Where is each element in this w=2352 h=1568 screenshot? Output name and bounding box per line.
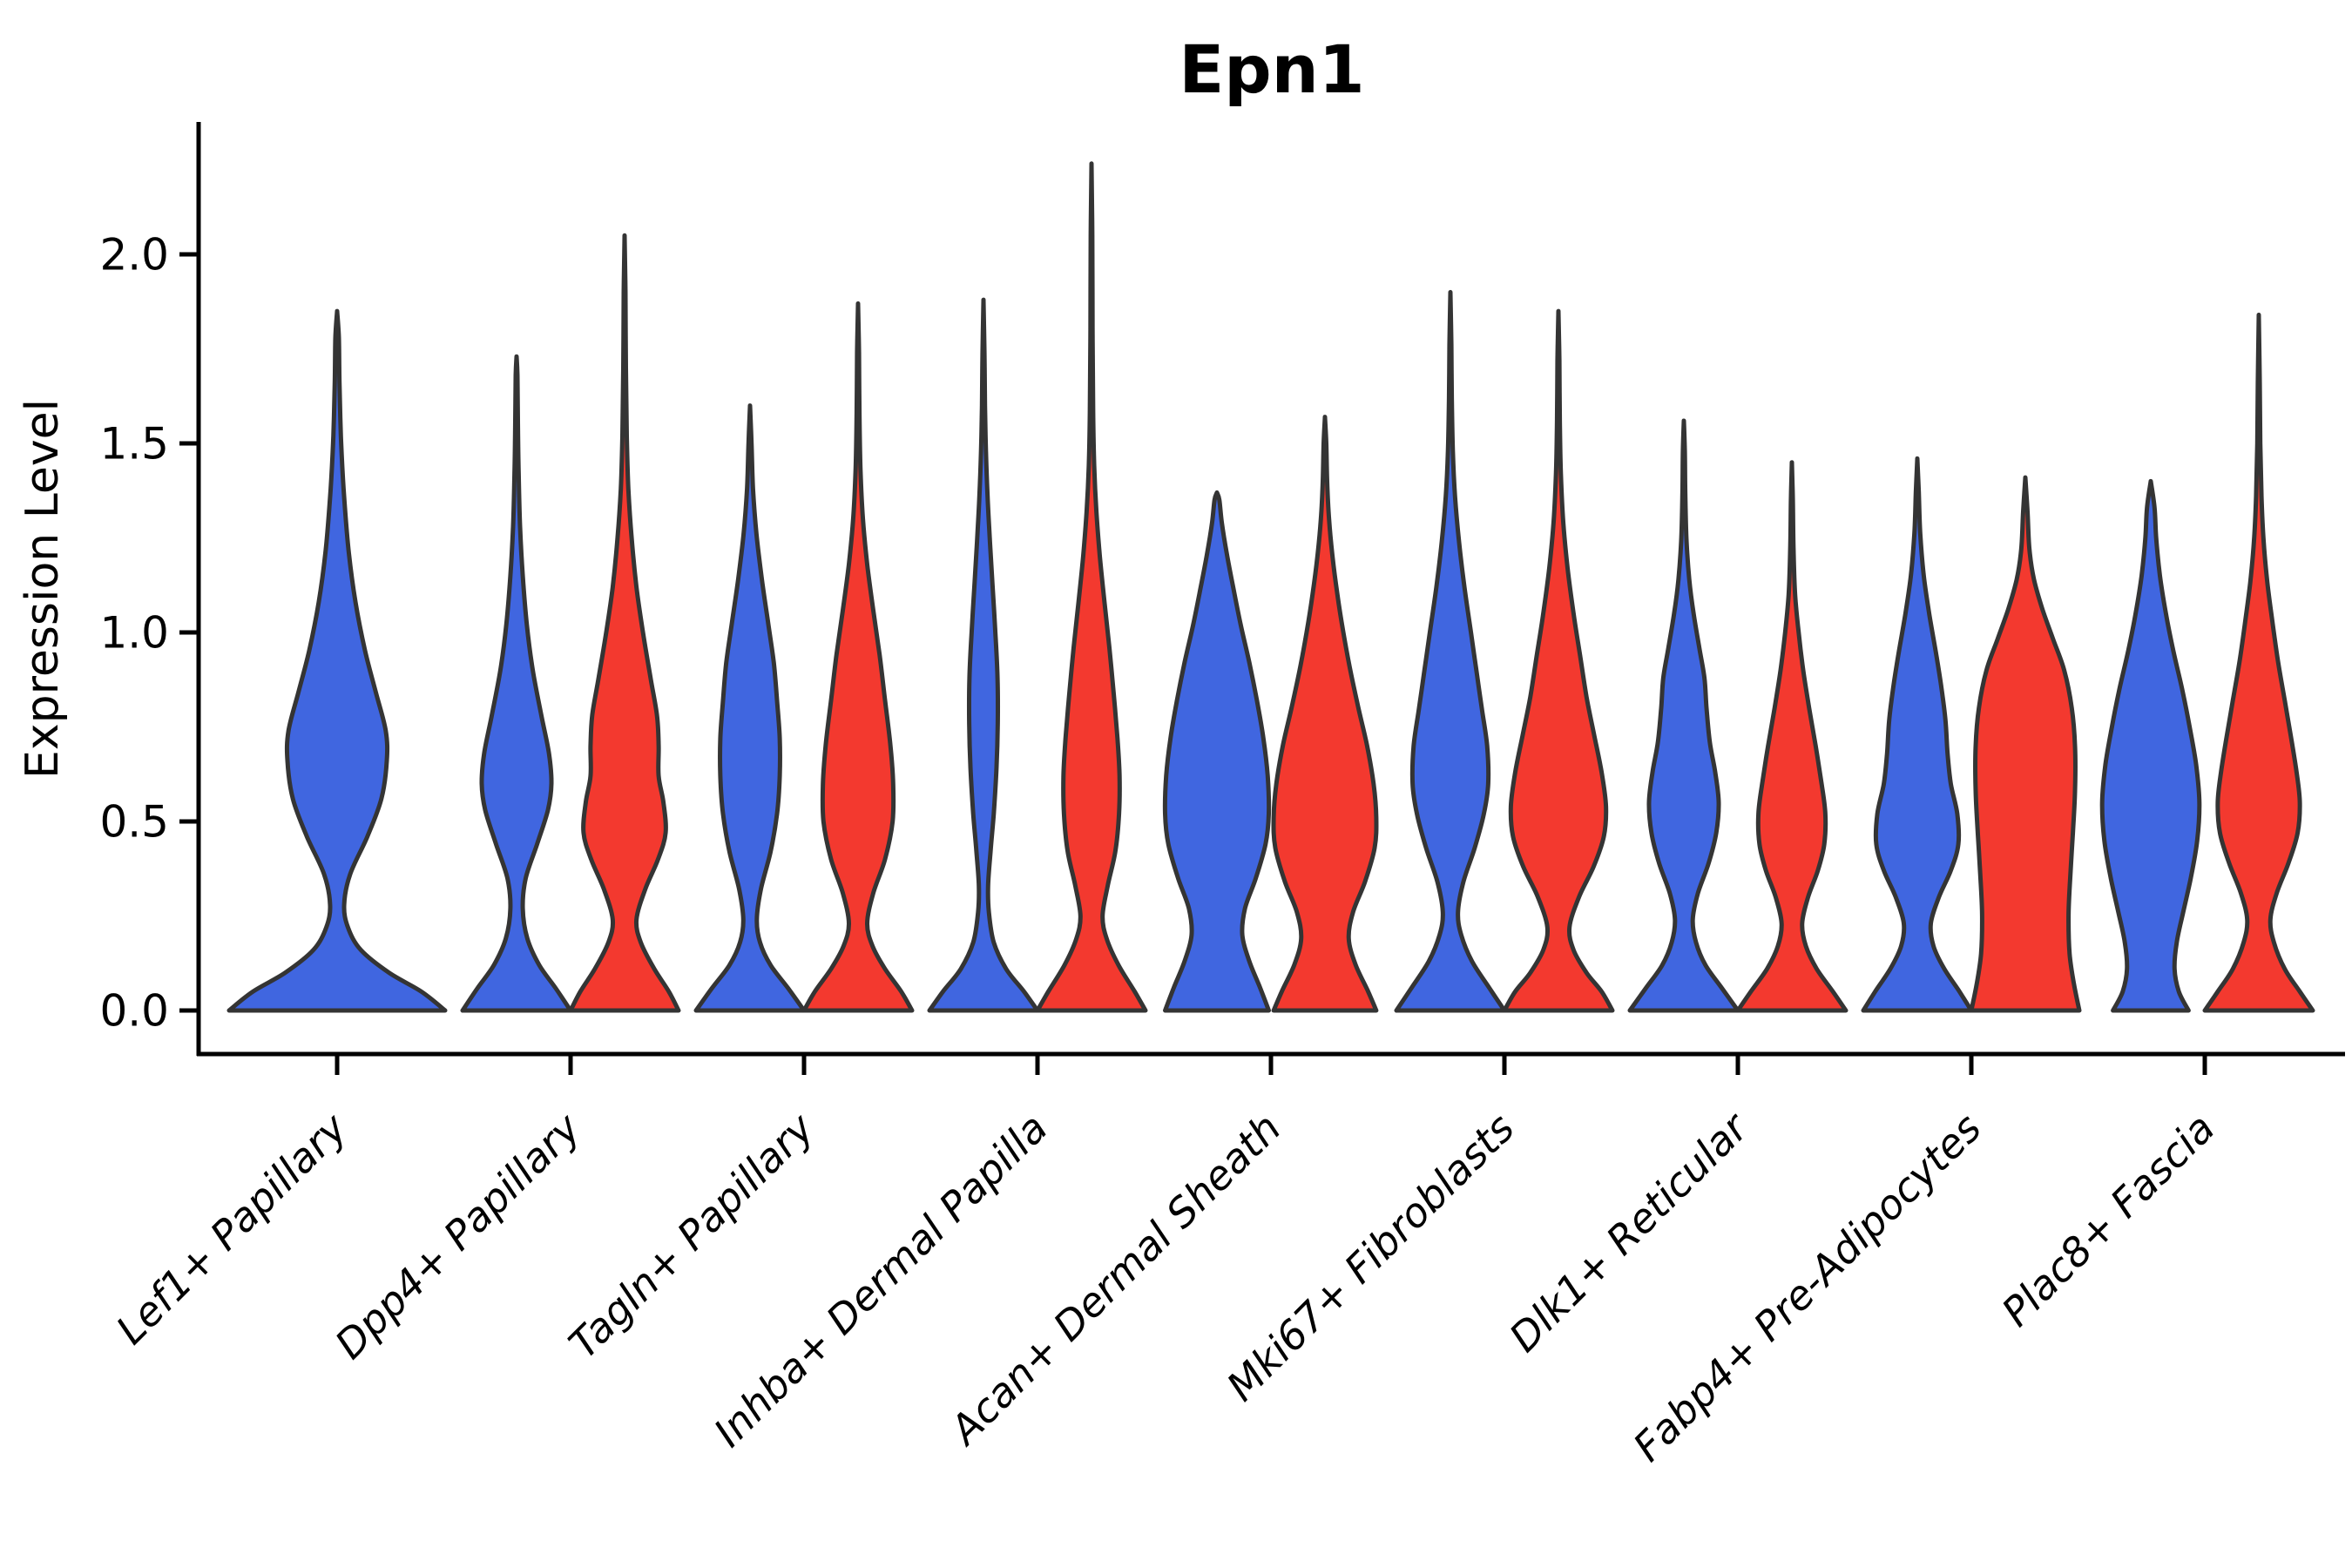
violin-inhba-dermal-papilla-left	[927, 297, 1040, 1013]
violin-dpp4-papillary-left	[460, 354, 573, 1013]
violin-acan-dermal-sheath-left	[1162, 490, 1272, 1013]
violin-tagln-papillary-right	[801, 301, 915, 1013]
y-tick-label: 0.0	[99, 986, 169, 1037]
violin-mki67-fibroblasts-right	[1502, 308, 1615, 1013]
plot-title: Epn1	[1179, 30, 1364, 108]
violin-dlk1-reticular-left	[1627, 418, 1740, 1013]
y-tick-label: 2.0	[99, 230, 169, 280]
violin-acan-dermal-sheath-right	[1271, 415, 1379, 1013]
y-tick-label: 0.5	[99, 797, 169, 848]
violin-mki67-fibroblasts-left	[1394, 289, 1507, 1013]
violin-fabp4-pre-adipocytes-right	[1969, 475, 2082, 1013]
violins-layer	[226, 161, 2315, 1013]
violin-dlk1-reticular-right	[1735, 460, 1848, 1013]
violin-plac8-fascia-right	[2202, 312, 2315, 1013]
x-tick-label-plac8-fascia: Plac8+ Fascia	[1992, 1105, 2223, 1335]
violin-tagln-papillary-left	[693, 403, 807, 1013]
x-tick-label-dlk1-reticular: Dlk1+ Reticular	[1500, 1102, 1759, 1361]
violin-dpp4-papillary-right	[568, 233, 681, 1013]
violin-inhba-dermal-papilla-right	[1035, 161, 1148, 1013]
x-tick-label-dpp4-papillary: Dpp4+ Papillary	[326, 1104, 590, 1368]
y-tick-label: 1.0	[99, 608, 169, 659]
x-tick-label-tagln-papillary: Tagln+ Papillary	[559, 1104, 823, 1368]
violin-plac8-fascia-left	[2099, 478, 2202, 1013]
violin-lef1-papillary-full	[226, 308, 448, 1013]
x-tick-label-lef1-papillary: Lef1+ Papillary	[107, 1104, 356, 1353]
y-tick-label: 1.5	[99, 419, 169, 470]
y-axis-label: Expression Level	[17, 399, 69, 779]
violin-fabp4-pre-adipocytes-left	[1861, 456, 1974, 1013]
axes	[179, 122, 2345, 1075]
